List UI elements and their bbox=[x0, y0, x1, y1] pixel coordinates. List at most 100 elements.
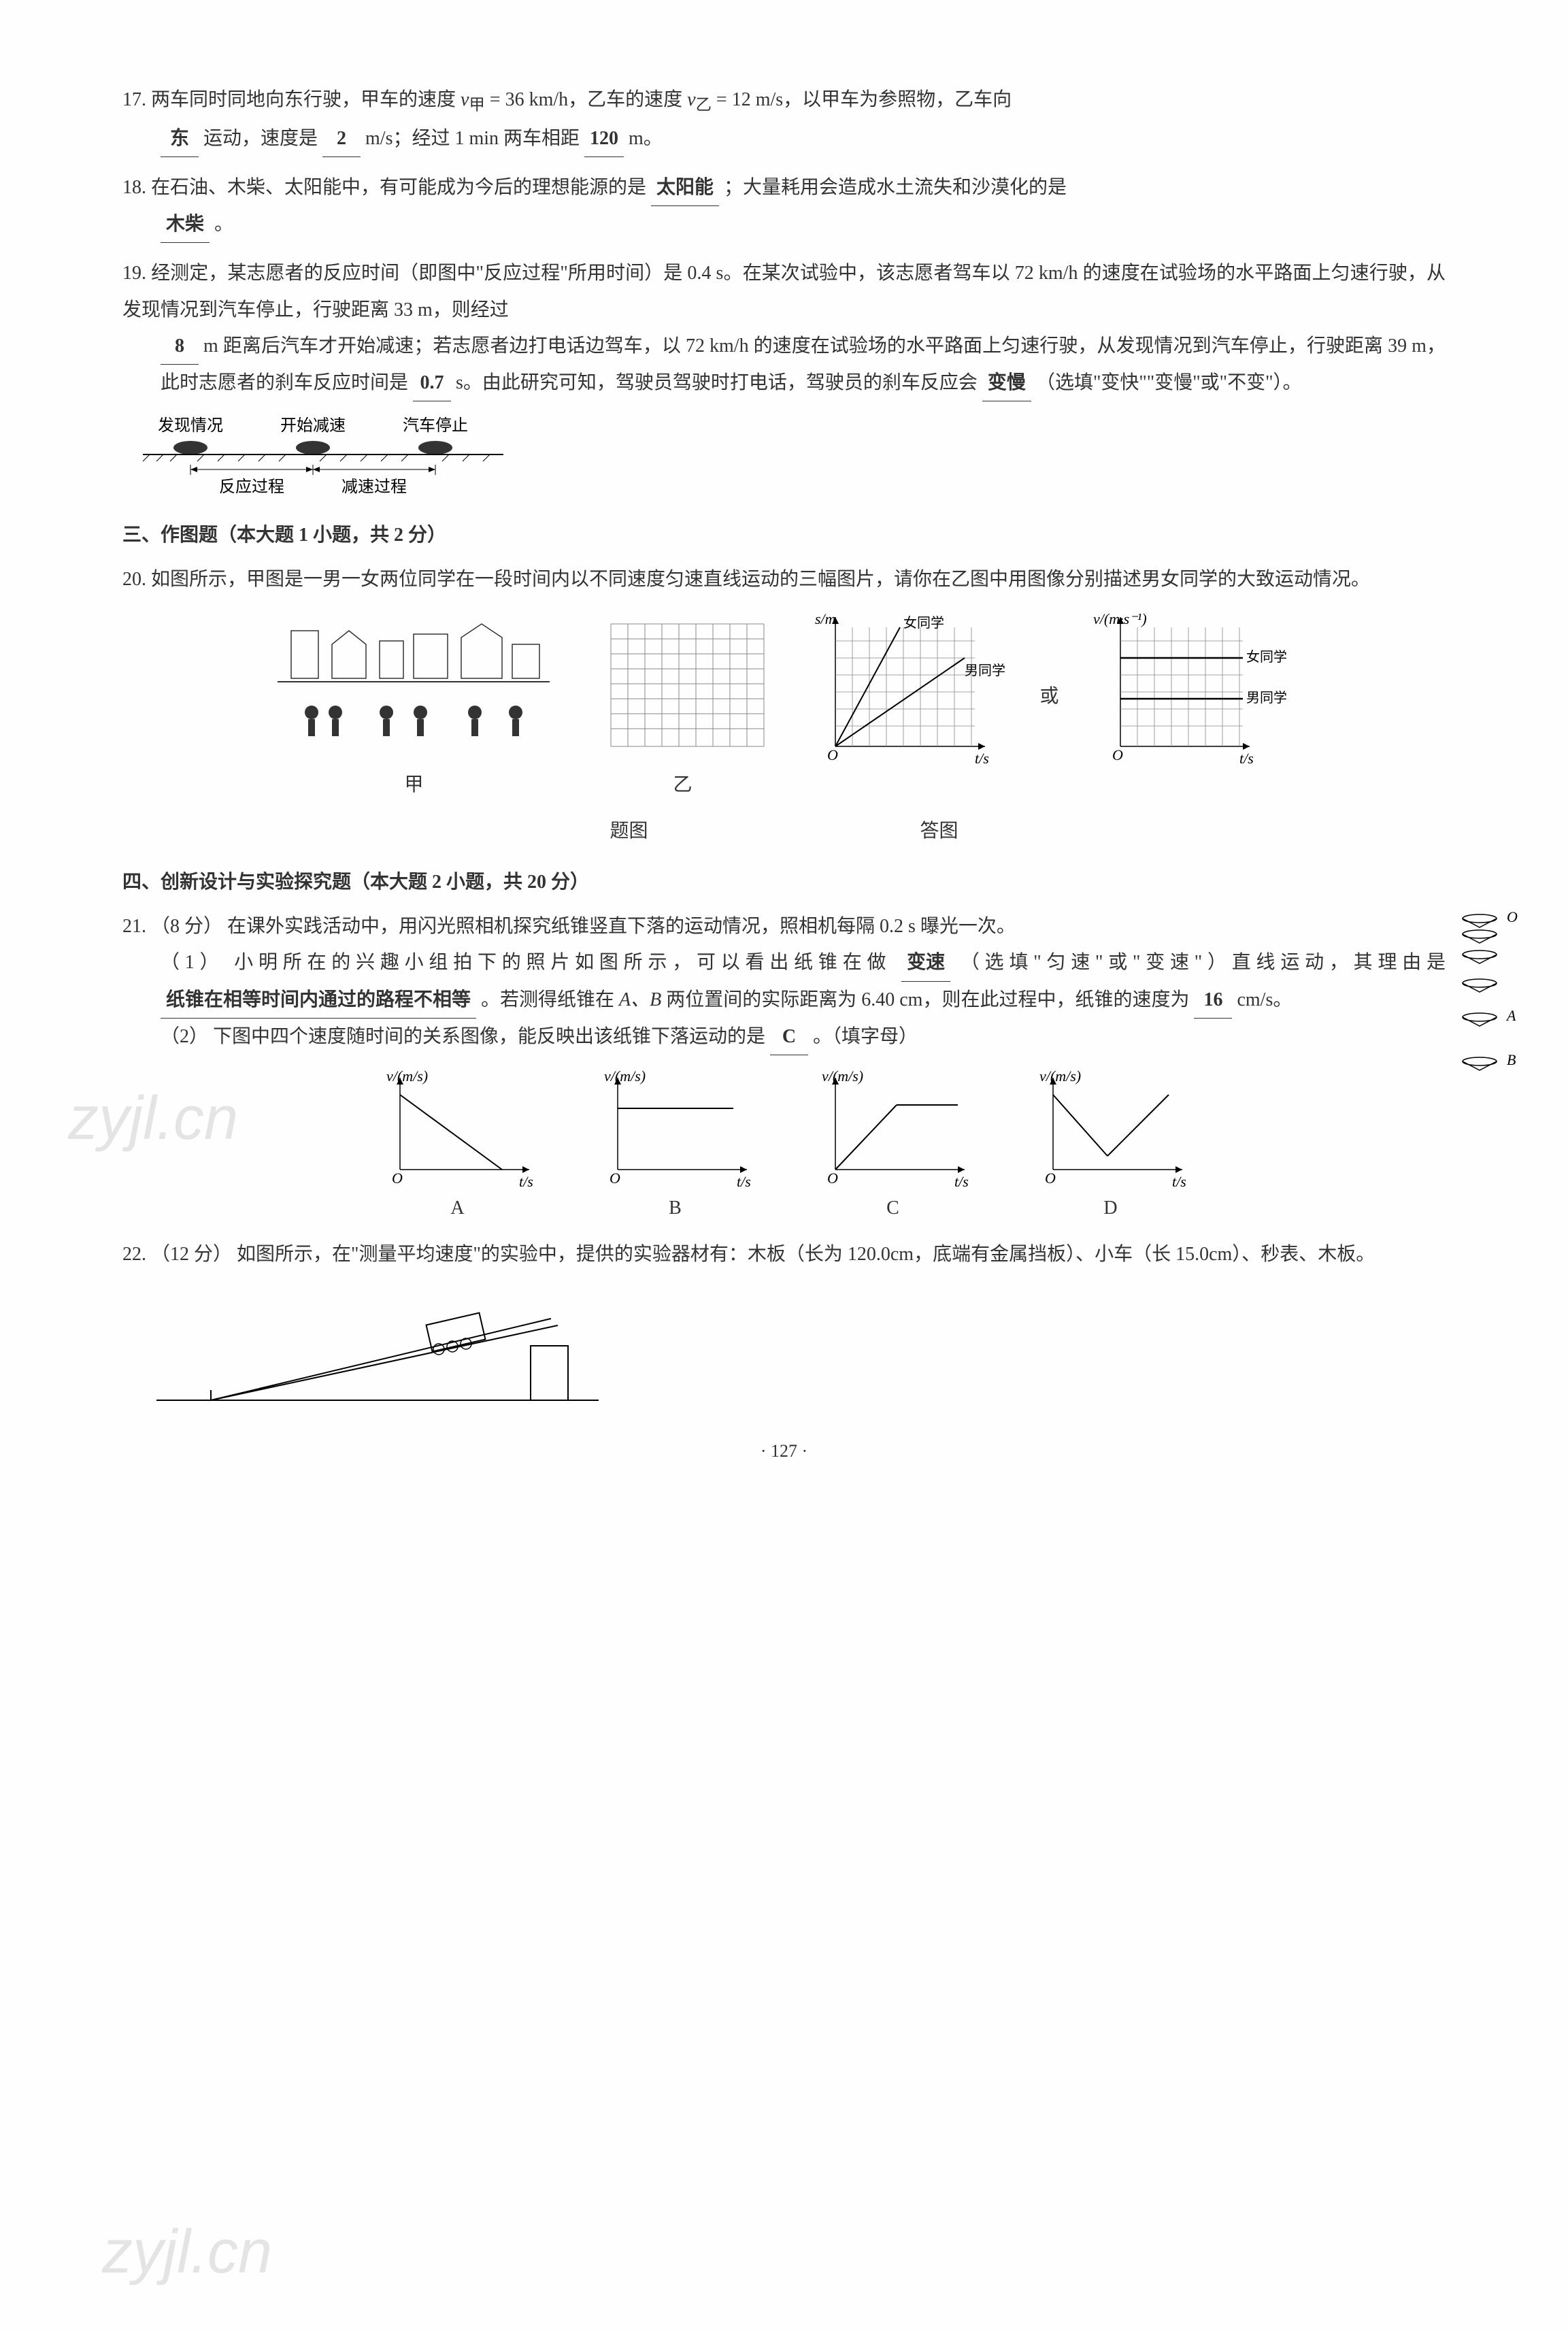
q19-d-label2: 开始减速 bbox=[280, 416, 346, 435]
v-yi-sym: v bbox=[687, 89, 695, 110]
q20-or: 或 bbox=[1039, 610, 1058, 714]
v-yi-sub: 乙 bbox=[696, 97, 712, 114]
qnum-19: 19. bbox=[122, 263, 146, 284]
q20-ans1-svg: s/m 女同学 男同学 O t/s bbox=[808, 610, 1005, 770]
q20-ans2-origin: O bbox=[1112, 746, 1123, 763]
q22-text1: 如图所示，在"测量平均速度"的实验中，提供的实验器材有：木板（长为 120.0c… bbox=[237, 1244, 1375, 1265]
v-jia-sym: v bbox=[461, 89, 469, 110]
q19-d-label5: 减速过程 bbox=[341, 478, 407, 496]
q21-sub1-text1: 小明所在的兴趣小组拍下的照片如图所示，可以看出纸锥在做 bbox=[234, 952, 891, 973]
q19-d-label4: 反应过程 bbox=[219, 478, 284, 496]
optA: A bbox=[366, 1190, 550, 1226]
q19-text1: 经测定，某志愿者的反应时间（即图中"反应过程"所用时间）是 0.4 s。在某次试… bbox=[122, 263, 1446, 320]
q19-diagram-svg: 发现情况 开始减速 汽车停止 反应过程 减速过程 bbox=[122, 414, 531, 502]
watermark-1: zyjl.cn bbox=[68, 1061, 238, 1177]
optB: B bbox=[584, 1190, 767, 1226]
v-yi-val: = 12 m/s，以甲车为参照物，乙车向 bbox=[712, 89, 1012, 110]
q17-blank1: 东 bbox=[161, 120, 199, 157]
question-17: 17. 两车同时同地向东行驶，甲车的速度 v甲 = 36 km/h，乙车的速度 … bbox=[122, 82, 1446, 157]
section-3-title: 三、作图题（本大题 1 小题，共 2 分） bbox=[122, 517, 1446, 553]
q20-ans2-svg: v/(m·s⁻¹) 女同学 男同学 O t/s bbox=[1093, 610, 1297, 770]
q21-sub1-text2: （选填"匀速"或"变速"）直线运动，其理由是 bbox=[961, 952, 1446, 973]
question-18: 18. 在石油、木柴、太阳能中，有可能成为今后的理想能源的是 太阳能 ；大量耗用… bbox=[122, 169, 1446, 243]
q19-text3: s。由此研究可知，驾驶员驾驶时打电话，驾驶员的刹车反应会 bbox=[456, 372, 978, 393]
q21-cone-svg: O A B bbox=[1452, 908, 1527, 1085]
q21-sub1-text3b: 两位置间的实际距离为 6.40 cm，则在此过程中，纸锥的速度为 bbox=[666, 989, 1189, 1010]
q20-figures: 甲 乙 s/m bbox=[122, 610, 1446, 803]
q21-sub1-num: （1） bbox=[161, 952, 224, 973]
q20-ans1-origin: O bbox=[827, 746, 838, 763]
svg-text:t/s: t/s bbox=[1172, 1173, 1186, 1190]
q17-blank3: 120 bbox=[584, 120, 624, 157]
q18-blank2: 木柴 bbox=[161, 206, 210, 243]
svg-text:O: O bbox=[827, 1170, 838, 1187]
q19-text4: （选填"变快""变慢"或"不变"）。 bbox=[1036, 372, 1302, 393]
svg-text:O: O bbox=[392, 1170, 403, 1187]
q21-sub1-text3: 。若测得纸锥在 bbox=[481, 989, 619, 1010]
q22-diagram-svg bbox=[122, 1285, 633, 1414]
q18-text1: 在石油、木柴、太阳能中，有可能成为今后的理想能源的是 bbox=[151, 177, 646, 198]
q20-da: 答图 bbox=[920, 813, 958, 849]
q19-d-label1: 发现情况 bbox=[158, 416, 223, 435]
qnum-18: 18. bbox=[122, 177, 146, 198]
svg-text:v/(m/s): v/(m/s) bbox=[386, 1068, 428, 1085]
cone-A: A bbox=[1505, 1007, 1516, 1024]
q19-blank3: 变慢 bbox=[982, 365, 1031, 401]
svg-text:O: O bbox=[610, 1170, 620, 1187]
optD: D bbox=[1019, 1190, 1203, 1226]
q21-sub2-blank1: C bbox=[770, 1019, 808, 1055]
svg-text:O: O bbox=[1045, 1170, 1056, 1187]
cone-B: B bbox=[1507, 1051, 1516, 1068]
section-4-title: 四、创新设计与实验探究题（本大题 2 小题，共 20 分） bbox=[122, 864, 1446, 900]
q21-sub1-blank2: 纸锥在相等时间内通过的路程不相等 bbox=[161, 982, 476, 1019]
q20-ans1-yaxis: s/m bbox=[815, 610, 836, 627]
q21-cone-diagram: O A B bbox=[1452, 908, 1527, 1085]
q21-graphB: v/(m/s) O t/s B bbox=[584, 1068, 767, 1226]
q20-ans1-nv: 女同学 bbox=[903, 615, 944, 631]
question-21: 21. （8 分） 在课外实践活动中，用闪光照相机探究纸锥竖直下落的运动情况，照… bbox=[122, 908, 1446, 1055]
watermark-2: zyjl.cn bbox=[102, 2194, 272, 2311]
q21-sub2: （2） 下图中四个速度随时间的关系图像，能反映出该纸锥下落运动的是 C 。（填字… bbox=[122, 1019, 1446, 1055]
q20-jia-caption: 甲 bbox=[271, 767, 556, 803]
q17-text1: 两车同时同地向东行驶，甲车的速度 bbox=[151, 89, 461, 110]
q20-jia-box: 甲 bbox=[271, 610, 556, 803]
v-jia-sub: 甲 bbox=[469, 97, 484, 114]
q18-text2: ；大量耗用会造成水土流失和沙漠化的是 bbox=[724, 177, 1067, 198]
qnum-17: 17. bbox=[122, 89, 146, 110]
q21-sub1-blank1: 变速 bbox=[901, 944, 950, 981]
q19-line2: 8 m 距离后汽车才开始减速；若志愿者边打电话边驾车，以 72 km/h 的速度… bbox=[122, 328, 1446, 401]
q20-ans2-xaxis: t/s bbox=[1239, 750, 1254, 767]
qnum-22: 22. bbox=[122, 1244, 146, 1265]
q20-yi-svg bbox=[590, 610, 774, 767]
question-22: 22. （12 分） 如图所示，在"测量平均速度"的实验中，提供的实验器材有：木… bbox=[122, 1236, 1446, 1272]
q21-graphs: zyjl.cn v/(m/s) O t/s A v/(m/s) O t/s B bbox=[122, 1068, 1446, 1226]
svg-text:t/s: t/s bbox=[519, 1173, 533, 1190]
qnum-20: 20. bbox=[122, 569, 146, 590]
q21-sub2-text2: 。（填字母） bbox=[813, 1026, 918, 1047]
q20-ti: 题图 bbox=[610, 813, 648, 849]
q20-captions: 题图 答图 bbox=[122, 813, 1446, 849]
svg-text:v/(m/s): v/(m/s) bbox=[604, 1068, 646, 1085]
q22-points: （12 分） bbox=[151, 1244, 232, 1265]
q21-sub1: （1） 小明所在的兴趣小组拍下的照片如图所示，可以看出纸锥在做 变速 （选填"匀… bbox=[122, 944, 1446, 1018]
q18-blank1: 太阳能 bbox=[651, 169, 719, 206]
q17-text3: m/s；经过 1 min 两车相距 bbox=[365, 128, 580, 149]
q21-graphD: v/(m/s) O t/s D bbox=[1019, 1068, 1203, 1226]
q20-ans2-box: v/(m·s⁻¹) 女同学 男同学 O t/s bbox=[1093, 610, 1297, 770]
q20-yi-box: 乙 bbox=[590, 610, 774, 803]
q19-diagram: 发现情况 开始减速 汽车停止 反应过程 减速过程 bbox=[122, 414, 1446, 502]
q20-jia-svg bbox=[271, 610, 556, 767]
q21-sub2-num: （2） bbox=[161, 1026, 208, 1047]
q21-text1: 在课外实践活动中，用闪光照相机探究纸锥竖直下落的运动情况，照相机每隔 0.2 s… bbox=[227, 916, 1016, 937]
q20-ans2-nv: 女同学 bbox=[1246, 649, 1287, 665]
q19-blank1: 8 bbox=[161, 328, 199, 365]
q20-ans1-xaxis: t/s bbox=[975, 750, 989, 767]
q21-sub1-AB: A、B bbox=[619, 989, 661, 1010]
q21-sub1-blank3: 16 bbox=[1194, 982, 1232, 1019]
q18-line2: 木柴 。 bbox=[122, 206, 1446, 243]
svg-text:t/s: t/s bbox=[737, 1173, 751, 1190]
optC: C bbox=[801, 1190, 985, 1226]
q19-d-label3: 汽车停止 bbox=[403, 416, 468, 435]
page-number: · 127 · bbox=[122, 1434, 1446, 1468]
q20-yi-caption: 乙 bbox=[590, 767, 774, 803]
